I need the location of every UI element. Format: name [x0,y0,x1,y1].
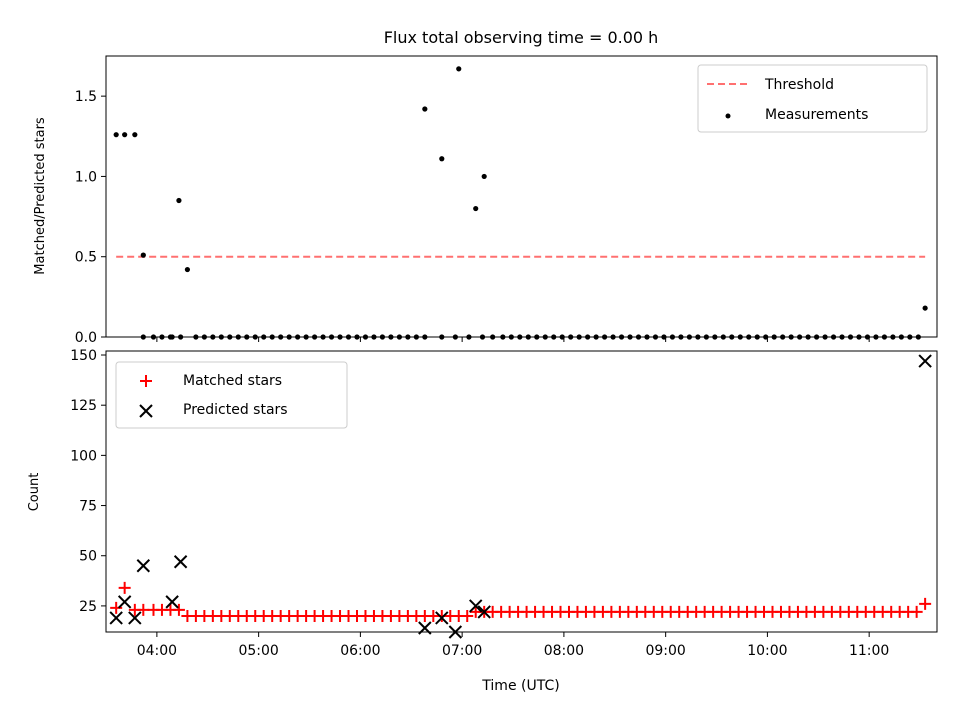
y-tick-label: 0.5 [75,250,97,266]
bottom-plot-marks [109,354,932,639]
ratio-panel: Flux total observing time = 0.00 h Match… [33,28,938,346]
matched-star-point [118,581,131,594]
y-tick-label: 150 [70,348,97,364]
matched-star-point [110,601,123,614]
y-tick-label: 125 [70,398,97,414]
y-tick-label: 1.5 [75,89,97,105]
measurement-point [922,305,928,311]
bottom-legend: Matched stars Predicted stars [115,361,348,429]
predicted-star-point [165,595,179,609]
measurements-legend-swatch [725,113,731,119]
x-tick-label: 10:00 [747,643,787,659]
x-tick-label: 11:00 [849,643,889,659]
predicted-star-point [128,611,142,625]
x-tick-label: 06:00 [340,643,380,659]
matched-star-point [172,603,185,616]
x-tick-label: 05:00 [238,643,278,659]
measurement-point [122,132,128,138]
predicted-star-point [136,559,151,573]
matched-star-point [910,605,923,618]
y-tick-label: 75 [79,499,97,515]
top-legend-box [697,64,928,133]
measurement-point [456,66,462,72]
measurement-point [176,197,182,204]
y-tick-label: 1.0 [75,169,97,185]
chart-title: Flux total observing time = 0.00 h [384,28,659,47]
measurement-point [113,132,119,138]
measurement-point [439,156,445,162]
x-tick-label: 04:00 [137,643,177,659]
predicted-star-point [477,605,491,619]
measurement-point [422,106,428,112]
threshold-legend-label: Threshold [764,77,834,93]
y-tick-label: 100 [70,448,97,464]
matched-star-point [919,597,932,610]
bottom-plot-frame [105,350,938,633]
x-tick-label: 07:00 [442,643,482,659]
y-tick-label: 0.0 [75,330,97,346]
top-plot-frame [105,55,938,338]
measurement-point [132,132,138,138]
measurement-point [140,252,146,258]
x-tick-label: 09:00 [645,643,685,659]
measurements-legend-label: Measurements [765,107,868,123]
matched-star-point [461,609,474,622]
measurement-point [184,266,191,273]
predicted-star-point [109,611,123,625]
bottom-legend-box [115,361,348,429]
x-axis-label: Time (UTC) [481,678,559,694]
count-panel: Count Time (UTC) 04:00 05:00 06:00 07:00 08:… [27,348,938,694]
predicted-star-point [173,555,188,569]
bottom-axis-ticks: 04:00 05:00 06:00 07:00 08:00 09:00 10:00 11:00… [70,348,889,659]
matched-legend-label: Matched stars [183,373,282,389]
top-y-axis-label: Matched/Predicted stars [33,117,48,275]
top-legend: Threshold Measurements [697,64,928,133]
predicted-star-point [435,611,449,625]
x-tick-label: 08:00 [544,643,584,659]
predicted-legend-swatch [139,404,153,418]
predicted-star-point [469,599,483,613]
matched-legend-swatch [140,375,152,387]
y-tick-label: 25 [79,599,97,615]
predicted-star-point [117,595,132,609]
predicted-legend-label: Predicted stars [183,402,288,418]
y-tick-label: 50 [79,549,97,565]
matched-star-point [137,603,150,616]
predicted-star-point [918,354,932,368]
measurement-point [481,173,487,180]
bottom-y-axis-label: Count [27,473,42,512]
measurement-point [473,205,479,212]
